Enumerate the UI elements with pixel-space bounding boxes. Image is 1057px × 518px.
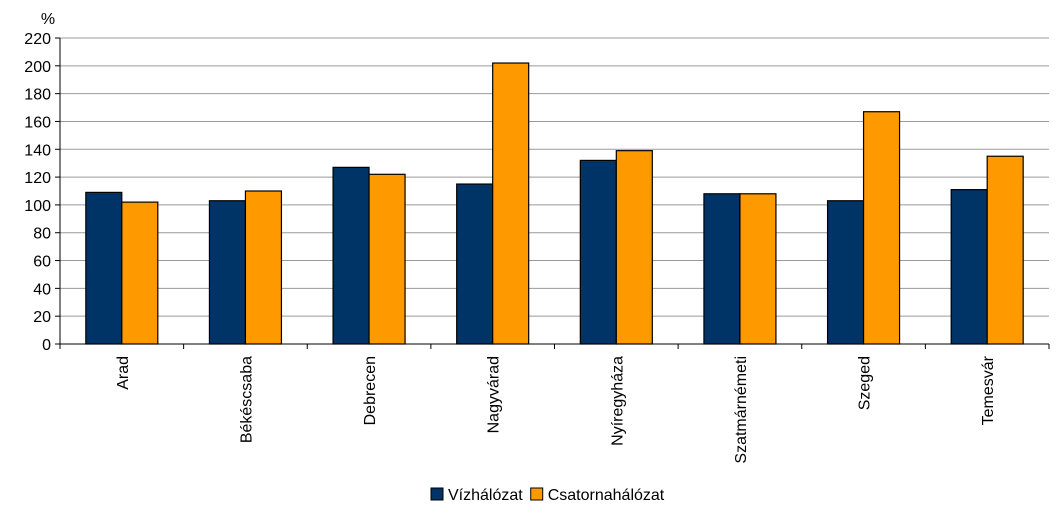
category-label: Nyíregyháza — [609, 356, 626, 446]
legend-label: Vízhálózat — [448, 487, 523, 504]
bar-sewer-3 — [492, 62, 530, 345]
bar-sewer-7 — [986, 155, 1024, 345]
gridlines — [60, 37, 1049, 317]
bar-water-1 — [208, 200, 247, 345]
bar-water-2 — [332, 166, 370, 345]
legend-swatch — [530, 487, 544, 501]
y-axis-ticks: 0 20 40 60 80 100 120 140 160 180 200 220 — [24, 31, 60, 354]
category-label: Temesvár — [980, 355, 997, 425]
bar-sewer-4 — [615, 150, 653, 345]
category-labels: Arad Békéscsaba Debrecen Nagyvárad Nyíregyhá… — [115, 355, 997, 463]
y-tick-label: 40 — [33, 281, 51, 298]
bar-sewer-0 — [121, 201, 159, 345]
y-tick-label: 20 — [33, 309, 51, 326]
axes — [59, 38, 1050, 349]
y-tick-label: 200 — [24, 59, 51, 76]
category-label: Békéscsaba — [238, 356, 255, 443]
bar-sewer-6 — [862, 111, 901, 345]
y-tick-label: 160 — [24, 114, 51, 131]
legend: Vízhálózat Csatornahálózat — [430, 487, 665, 504]
bar-water-6 — [826, 200, 865, 345]
y-tick-label: 60 — [33, 254, 51, 271]
bar-water-5 — [703, 193, 741, 345]
y-tick-label: 80 — [33, 226, 51, 243]
category-label: Szeged — [857, 356, 874, 410]
legend-swatch — [430, 487, 444, 501]
bar-sewer-5 — [739, 193, 777, 345]
y-tick-label: 120 — [24, 170, 51, 187]
bar-water-4 — [579, 159, 617, 345]
category-label: Nagyvárad — [486, 356, 503, 433]
category-label: Arad — [115, 356, 132, 390]
y-tick-label: 140 — [24, 142, 51, 159]
y-tick-label: 100 — [24, 198, 51, 215]
category-label: Szatmárnémeti — [733, 356, 750, 464]
y-tick-label: 0 — [42, 337, 51, 354]
bar-sewer-1 — [244, 190, 283, 345]
y-tick-label: 220 — [24, 31, 51, 48]
bars — [85, 62, 1024, 345]
y-tick-label: 180 — [24, 87, 51, 104]
category-label: Debrecen — [362, 356, 379, 425]
legend-label: Csatornahálózat — [548, 487, 665, 504]
bar-water-3 — [456, 183, 494, 345]
bar-water-0 — [85, 191, 123, 345]
bar-water-7 — [950, 189, 988, 345]
bar-sewer-2 — [368, 173, 406, 345]
y-axis-unit-label: % — [41, 11, 55, 28]
